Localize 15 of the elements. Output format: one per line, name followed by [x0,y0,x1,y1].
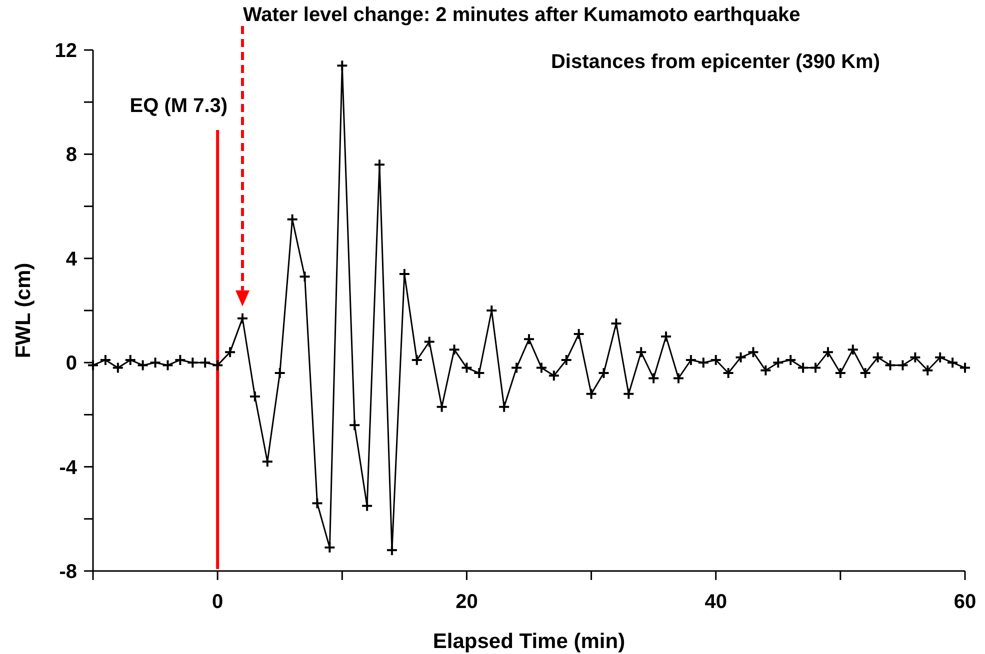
y-tick-label: 4 [66,248,78,270]
x-axis-title: Elapsed Time (min) [432,630,626,653]
y-tick-label: 8 [66,144,77,166]
y-axis-title: FWL (cm) [12,262,35,358]
y-tick-label: 0 [66,352,77,375]
annotation: Distances from epicenter (390 Km) [550,51,880,73]
y-tick-label: -4 [59,456,78,479]
y-tick-label: -8 [59,561,77,583]
y-tick-label: 12 [54,40,77,62]
text: Water level change: 2 minutes after Kumamoto earthquake [243,4,800,26]
x-tick-label: 0 [212,591,224,613]
ref-line-label: EQ (M 7.3) [130,95,228,117]
x-tick-label: 60 [954,591,976,613]
x-tick-label: 40 [704,591,727,613]
x-tick-label: 20 [456,591,478,613]
